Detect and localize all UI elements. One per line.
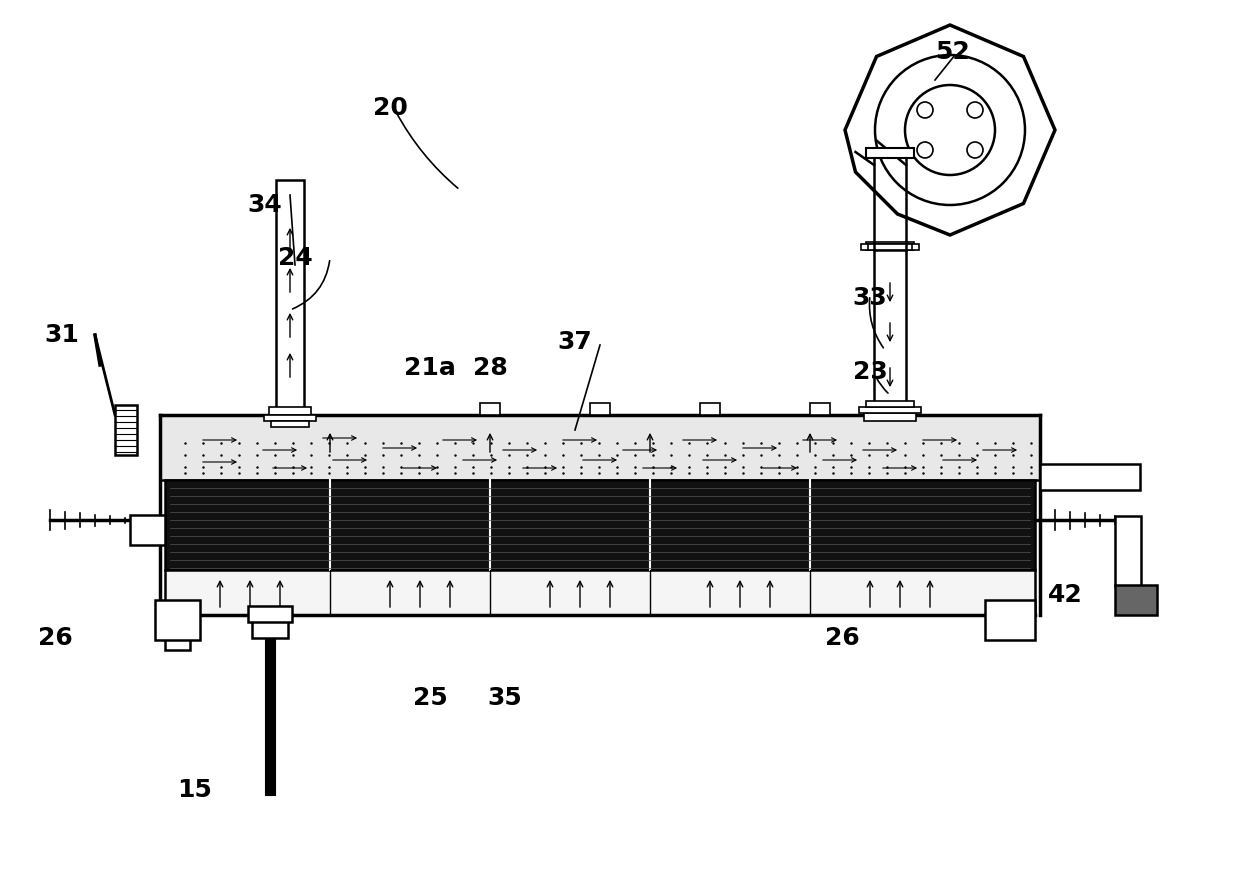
Text: 21a: 21a — [404, 356, 456, 380]
Polygon shape — [165, 570, 1035, 615]
Bar — [866, 242, 914, 250]
Bar — [480, 403, 500, 415]
Bar — [130, 515, 165, 545]
Polygon shape — [844, 25, 1055, 235]
Text: 52: 52 — [935, 40, 970, 64]
Text: 23: 23 — [853, 360, 888, 384]
Bar — [810, 403, 830, 415]
Text: 35: 35 — [487, 686, 522, 710]
Bar — [861, 244, 919, 250]
Bar — [868, 244, 911, 250]
Text: 34: 34 — [248, 193, 283, 217]
Text: 28: 28 — [472, 356, 507, 380]
Text: 37: 37 — [558, 330, 593, 354]
Bar — [272, 421, 309, 427]
Polygon shape — [165, 480, 1035, 570]
Bar — [269, 407, 311, 415]
Text: 26: 26 — [37, 626, 72, 650]
Bar — [874, 250, 906, 415]
Text: 25: 25 — [413, 686, 448, 710]
Bar — [260, 610, 280, 630]
Bar — [1115, 516, 1141, 586]
Polygon shape — [160, 415, 1040, 480]
Circle shape — [905, 85, 994, 175]
Text: 24: 24 — [278, 246, 312, 270]
Bar — [155, 600, 200, 640]
Bar — [115, 405, 136, 455]
Text: 31: 31 — [45, 323, 79, 347]
Bar — [252, 618, 288, 638]
Text: 15: 15 — [177, 778, 212, 802]
Text: 20: 20 — [372, 96, 408, 120]
Bar — [277, 180, 304, 415]
Bar — [864, 413, 916, 421]
Bar — [1040, 464, 1140, 490]
Text: 33: 33 — [853, 286, 888, 310]
Bar — [1115, 585, 1157, 615]
Bar — [859, 407, 921, 413]
Bar — [985, 600, 1035, 640]
Text: 42: 42 — [1048, 583, 1083, 607]
Bar — [264, 415, 316, 421]
Bar — [165, 630, 190, 650]
Bar — [590, 403, 610, 415]
Bar — [248, 606, 291, 622]
Text: 26: 26 — [825, 626, 859, 650]
Bar — [866, 401, 914, 407]
Bar — [866, 148, 914, 158]
Bar — [701, 403, 720, 415]
